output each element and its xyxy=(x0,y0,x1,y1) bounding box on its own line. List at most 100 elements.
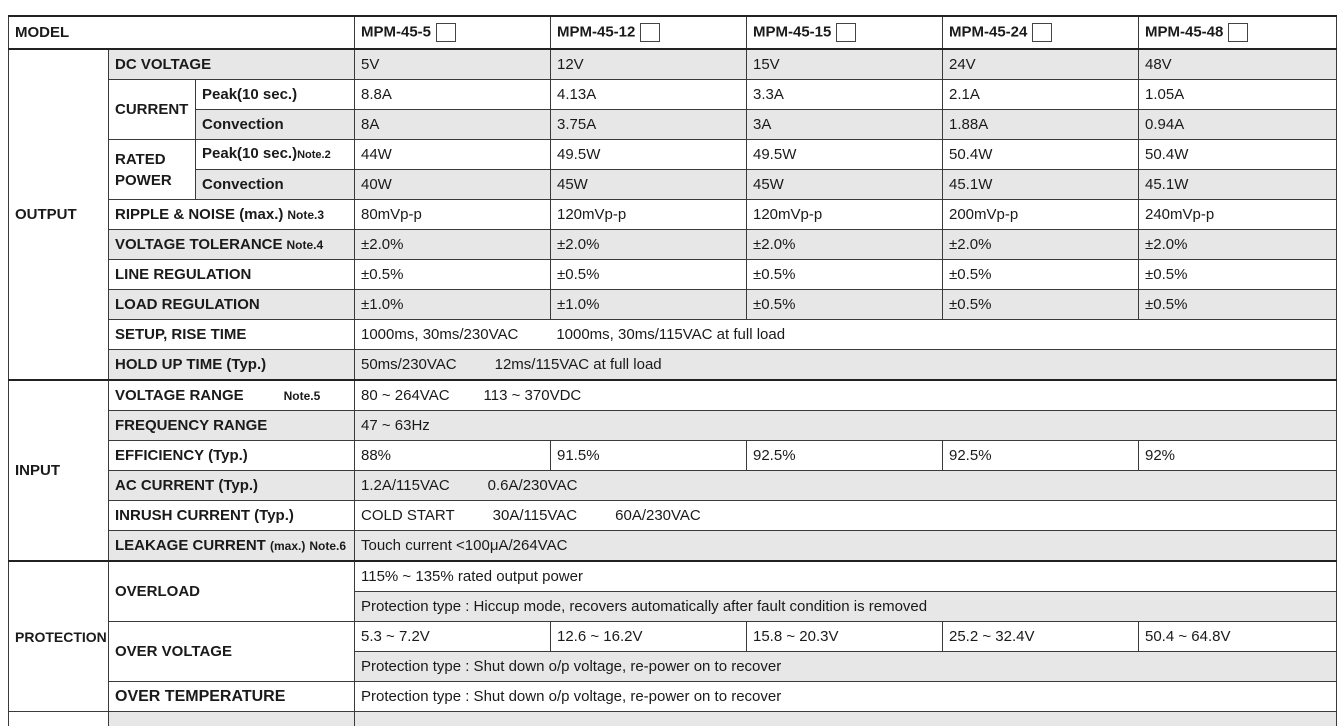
dc-voltage-row: OUTPUT DC VOLTAGE 5V 12V 15V 24V 48V xyxy=(9,49,1337,80)
note: Note.6 xyxy=(309,539,346,553)
row-label: EFFICIENCY (Typ.) xyxy=(109,441,355,471)
checkbox-icon[interactable] xyxy=(436,23,456,42)
cell: 50.4 ~ 64.8V xyxy=(1139,622,1337,652)
cell: 12.6 ~ 16.2V xyxy=(551,622,747,652)
cell: ±2.0% xyxy=(943,230,1139,260)
output-section-label: OUTPUT xyxy=(9,49,109,380)
note: Note.3 xyxy=(287,208,324,222)
sub-label: Convection xyxy=(196,170,355,200)
spec-sheet: MODEL MPM-45-5 MPM-45-12 MPM-45-15 MPM-4… xyxy=(8,15,1336,705)
model-name: MPM-45-15 xyxy=(753,23,831,40)
row-label: INRUSH CURRENT (Typ.) xyxy=(109,501,355,531)
cell: 91.5% xyxy=(551,441,747,471)
cell: ±0.5% xyxy=(551,260,747,290)
cell: 45W xyxy=(747,170,943,200)
cell: 40W xyxy=(355,170,551,200)
row-label: LOAD REGULATION xyxy=(109,290,355,320)
model-col: MPM-45-48 xyxy=(1139,16,1337,49)
spec-table: MODEL MPM-45-5 MPM-45-12 MPM-45-15 MPM-4… xyxy=(8,15,1337,726)
over-temperature-row: OVER TEMPERATURE Protection type : Shut … xyxy=(9,682,1337,712)
cell: 50.4W xyxy=(1139,140,1337,170)
cell: 120mVp-p xyxy=(551,200,747,230)
cell: 92.5% xyxy=(747,441,943,471)
note: Note.4 xyxy=(287,238,324,252)
cell: ±0.5% xyxy=(943,260,1139,290)
wide-cell: Protection type : Hiccup mode, recovers … xyxy=(355,592,1337,622)
cell: 15V xyxy=(747,49,943,80)
wide-cell: 115% ~ 135% rated output power xyxy=(355,561,1337,592)
model-name: MPM-45-48 xyxy=(1145,23,1223,40)
row-label: SETUP, RISE TIME xyxy=(109,320,355,350)
cell: 49.5W xyxy=(551,140,747,170)
model-col: MPM-45-15 xyxy=(747,16,943,49)
checkbox-icon[interactable] xyxy=(836,23,856,42)
checkbox-icon[interactable] xyxy=(1032,23,1052,42)
model-header-row: MODEL MPM-45-5 MPM-45-12 MPM-45-15 MPM-4… xyxy=(9,16,1337,49)
cell: 92.5% xyxy=(943,441,1139,471)
cell: 44W xyxy=(355,140,551,170)
model-name: MPM-45-24 xyxy=(949,23,1027,40)
cut-cell xyxy=(109,712,355,726)
row-label: OVER VOLTAGE xyxy=(109,622,355,682)
cell: 3.75A xyxy=(551,110,747,140)
cell: 50.4W xyxy=(943,140,1139,170)
cell: 12V xyxy=(551,49,747,80)
cell: 1.88A xyxy=(943,110,1139,140)
sub-label: Peak(10 sec.) xyxy=(196,80,355,110)
row-label-text: RIPPLE & NOISE (max.) xyxy=(115,206,283,223)
checkbox-icon[interactable] xyxy=(640,23,660,42)
wide-cell: Touch current <100μA/264VAC xyxy=(355,531,1337,562)
cell: ±0.5% xyxy=(943,290,1139,320)
input-section-label: INPUT xyxy=(9,380,109,561)
cell: 80mVp-p xyxy=(355,200,551,230)
cell: 25.2 ~ 32.4V xyxy=(943,622,1139,652)
cell: 3A xyxy=(747,110,943,140)
value: 50ms/230VAC xyxy=(361,356,457,373)
row-label: LEAKAGE CURRENT (max.)Note.6 xyxy=(109,531,355,562)
cell: 3.3A xyxy=(747,80,943,110)
value: 1.2A/115VAC xyxy=(361,477,450,494)
value: 0.6A/230VAC xyxy=(488,477,578,494)
protection-section-label: PROTECTION xyxy=(9,561,109,712)
model-col: MPM-45-24 xyxy=(943,16,1139,49)
load-regulation-row: LOAD REGULATION ±1.0% ±1.0% ±0.5% ±0.5% … xyxy=(9,290,1337,320)
frequency-range-row: FREQUENCY RANGE 47 ~ 63Hz xyxy=(9,411,1337,441)
row-label-text: VOLTAGE RANGE xyxy=(115,387,244,404)
cell: ±0.5% xyxy=(747,260,943,290)
current-convection-row: Convection 8A 3.75A 3A 1.88A 0.94A xyxy=(9,110,1337,140)
sub-label: Peak(10 sec.)Note.2 xyxy=(196,140,355,170)
value: 113 ~ 370VDC xyxy=(484,387,582,404)
sub-label-text: Peak(10 sec.) xyxy=(202,145,297,162)
model-col: MPM-45-12 xyxy=(551,16,747,49)
model-col: MPM-45-5 xyxy=(355,16,551,49)
row-label: RIPPLE & NOISE (max.) Note.3 xyxy=(109,200,355,230)
model-label: MODEL xyxy=(9,16,355,49)
cell: 45.1W xyxy=(1139,170,1337,200)
wide-cell: Protection type : Shut down o/p voltage,… xyxy=(355,682,1337,712)
value: 1000ms, 30ms/230VAC xyxy=(361,326,518,343)
cell: 45.1W xyxy=(943,170,1139,200)
cell: 120mVp-p xyxy=(747,200,943,230)
model-name: MPM-45-12 xyxy=(557,23,635,40)
checkbox-icon[interactable] xyxy=(1228,23,1248,42)
row-label: OVER TEMPERATURE xyxy=(109,682,355,712)
cell: ±1.0% xyxy=(551,290,747,320)
row-label: FREQUENCY RANGE xyxy=(109,411,355,441)
rated-label-2: POWER xyxy=(115,172,172,189)
cell: 8A xyxy=(355,110,551,140)
sub-label: Convection xyxy=(196,110,355,140)
cell: 0.94A xyxy=(1139,110,1337,140)
cell: 48V xyxy=(1139,49,1337,80)
value: COLD START xyxy=(361,507,455,524)
cell: 4.13A xyxy=(551,80,747,110)
cell: ±2.0% xyxy=(551,230,747,260)
